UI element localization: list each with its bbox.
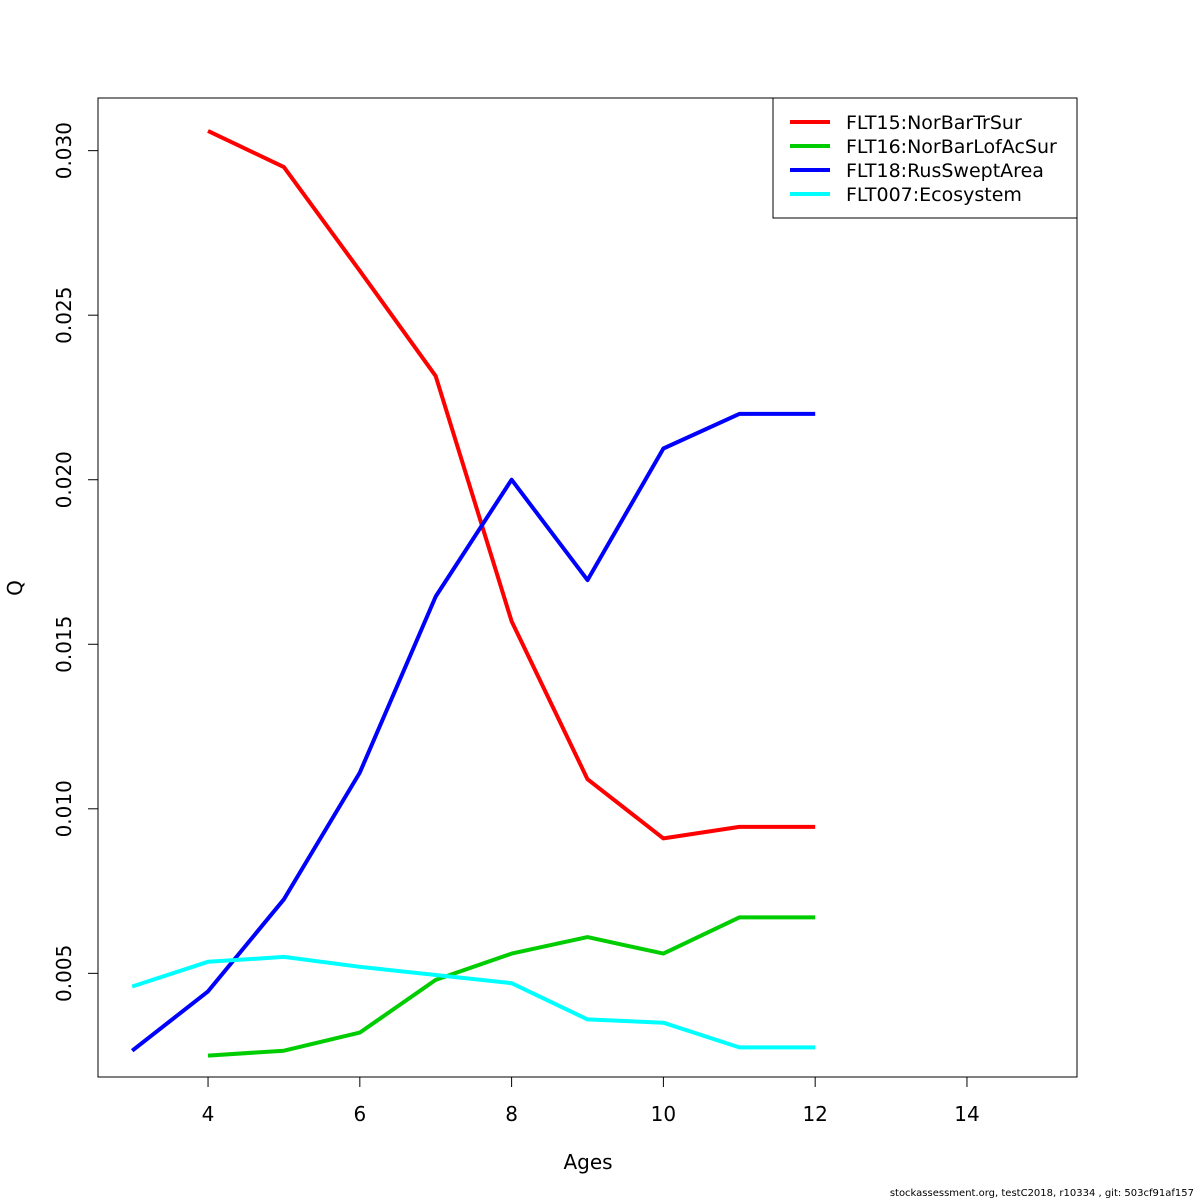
y-tick-label: 0.005 [52,945,76,1002]
legend-items: FLT15:NorBarTrSurFLT16:NorBarLofAcSurFLT… [790,112,1057,206]
x-tick-label: 10 [651,1102,676,1126]
series-line-3 [130,411,816,1053]
legend-label: FLT007:Ecosystem [846,184,1022,206]
legend-label: FLT18:RusSweptArea [846,160,1044,182]
footer-note: stockassessment.org, testC2018, r10334 ,… [889,1188,1194,1199]
series-layer [130,129,816,1058]
series-line-1 [207,129,816,841]
x-tick-label: 4 [202,1102,215,1126]
x-tick-label: 14 [954,1102,979,1126]
y-tick-label: 0.020 [52,451,76,508]
legend: FLT15:NorBarTrSurFLT16:NorBarLofAcSurFLT… [772,97,1078,219]
y-tick-label: 0.030 [52,122,76,179]
series-line-4 [131,954,816,1050]
x-axis-label: Ages [563,1150,612,1174]
legend-label: FLT15:NorBarTrSur [846,112,1022,134]
y-tick-label: 0.015 [52,616,76,673]
plot-frame [97,97,1078,1078]
legend-label: FLT16:NorBarLofAcSur [846,136,1057,158]
y-axis-label: Q [3,580,27,596]
legend-box [772,97,1078,219]
x-tick-label: 12 [802,1102,827,1126]
y-axis: 0.005 0.010 0.015 0.020 0.025 0.030 [52,122,98,1002]
y-tick-label: 0.010 [52,780,76,837]
y-tick-label: 0.025 [52,287,76,344]
series-line-2 [207,915,816,1058]
x-tick-label: 6 [353,1102,366,1126]
x-tick-label: 8 [505,1102,518,1126]
x-axis: 4 6 8 10 12 14 [202,1077,980,1126]
